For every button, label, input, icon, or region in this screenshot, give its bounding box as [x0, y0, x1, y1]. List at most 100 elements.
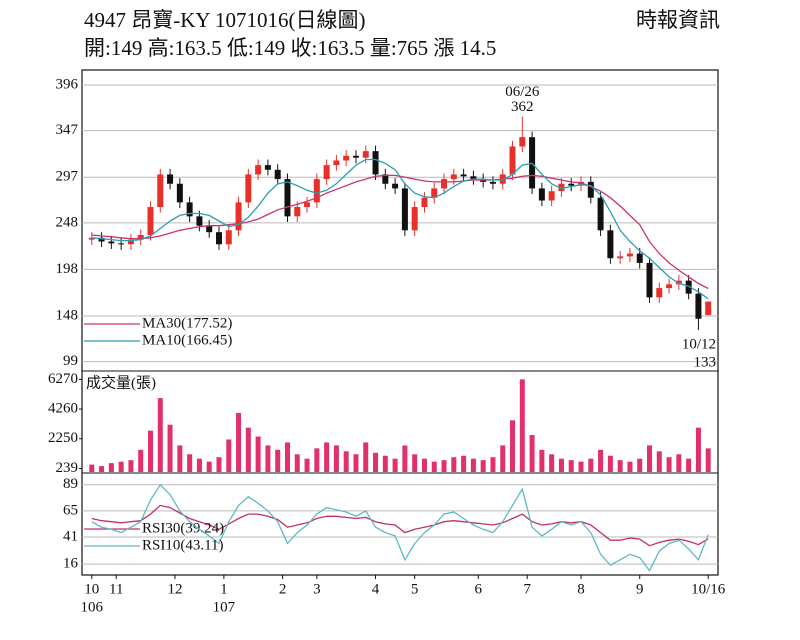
x-tick-label: 10 [84, 581, 99, 597]
bar [255, 436, 261, 472]
candle-body [656, 288, 663, 298]
series-line [91, 483, 709, 572]
bar [177, 445, 183, 472]
legend-label: MA10(166.45) [142, 332, 232, 348]
chart-title: 4947 昂寶-KY 1071016(日線圖) [84, 8, 366, 32]
candle-body [617, 256, 624, 259]
bar [343, 451, 349, 472]
bar [392, 458, 398, 472]
candle-body [597, 197, 604, 231]
candle-body [695, 293, 702, 319]
candle-body [675, 280, 682, 285]
x-tick-label: 6 [475, 581, 483, 597]
candle-body [666, 284, 673, 289]
y-tick-label: 148 [56, 307, 79, 323]
candle-body [548, 191, 555, 201]
candle-body [284, 179, 291, 217]
bar [617, 460, 623, 472]
legend-label: RSI30(39.24) [142, 520, 224, 536]
bar [686, 458, 692, 472]
candle-body [333, 160, 340, 166]
chart-subtitle: 開:149 高:163.5 低:149 收:163.5 量:765 漲 14.5 [84, 36, 496, 60]
bar [206, 461, 212, 472]
y-tick-label: 41 [63, 528, 78, 544]
bar [147, 430, 153, 472]
bar [167, 424, 173, 472]
candle-body [225, 230, 232, 245]
bar [637, 458, 643, 472]
candle-body [176, 183, 183, 203]
x-tick-label: 1 [220, 581, 228, 597]
candle-body [578, 181, 585, 186]
frame [81, 69, 719, 576]
bar [431, 461, 437, 472]
bar [265, 445, 271, 472]
candle-body [538, 188, 545, 201]
series-line [91, 174, 709, 290]
bar [275, 449, 281, 472]
candle-body [421, 197, 428, 208]
candle-body [705, 301, 712, 316]
series-line [91, 504, 709, 547]
y-tick-label: 65 [63, 502, 78, 518]
bar [647, 445, 653, 472]
bar [588, 458, 594, 472]
candle-body [147, 207, 154, 235]
candle-body [558, 183, 565, 192]
series-line [91, 158, 709, 300]
candle-body [88, 237, 95, 240]
candle-body [313, 179, 320, 203]
bar [627, 461, 633, 472]
candle-body [685, 280, 692, 294]
year-label: 106 [81, 599, 104, 615]
candle-body [196, 216, 203, 226]
bar [196, 458, 202, 472]
bar [363, 442, 369, 472]
candle-body [215, 232, 222, 245]
candle-body [587, 181, 594, 198]
bar [294, 454, 300, 472]
bar [607, 455, 613, 472]
bar [529, 435, 535, 472]
y-tick-label: 198 [56, 261, 79, 277]
candle-body [382, 174, 389, 184]
bar [441, 460, 447, 472]
annotation-value: 133 [694, 354, 717, 370]
candle-body [431, 188, 438, 198]
x-tick-label: 9 [636, 581, 644, 597]
bar [304, 458, 310, 472]
y-tick-label: 239 [56, 460, 79, 476]
x-tick-label: 10/16 [691, 581, 726, 597]
bar [519, 379, 525, 472]
candle-body [127, 239, 134, 245]
bar [510, 420, 516, 472]
x-tick-label: 8 [577, 581, 585, 597]
candle-body [460, 174, 467, 177]
bar [539, 449, 545, 472]
candle-body [489, 181, 496, 184]
bar [236, 412, 242, 472]
source: 時報資訊 [636, 8, 720, 32]
x-tick-label: 3 [313, 581, 321, 597]
y-tick-label: 248 [56, 214, 79, 230]
candle-body [636, 253, 643, 263]
bar [187, 454, 193, 472]
candle-body [352, 155, 359, 158]
bar [138, 449, 144, 472]
candle-body [519, 137, 526, 147]
bar [666, 457, 672, 472]
candle-body [401, 188, 408, 231]
bar [558, 458, 564, 472]
candle-body [441, 179, 448, 189]
bar [382, 455, 388, 472]
candle-body [392, 183, 399, 189]
candle-body [294, 207, 301, 217]
annotation: 10/12 [682, 336, 716, 352]
candle-body [568, 183, 575, 186]
x-tick-label: 11 [109, 581, 123, 597]
y-tick-label: 4260 [48, 400, 78, 416]
bar [421, 458, 427, 472]
year-label: 107 [213, 599, 236, 615]
candle-body [411, 207, 418, 231]
